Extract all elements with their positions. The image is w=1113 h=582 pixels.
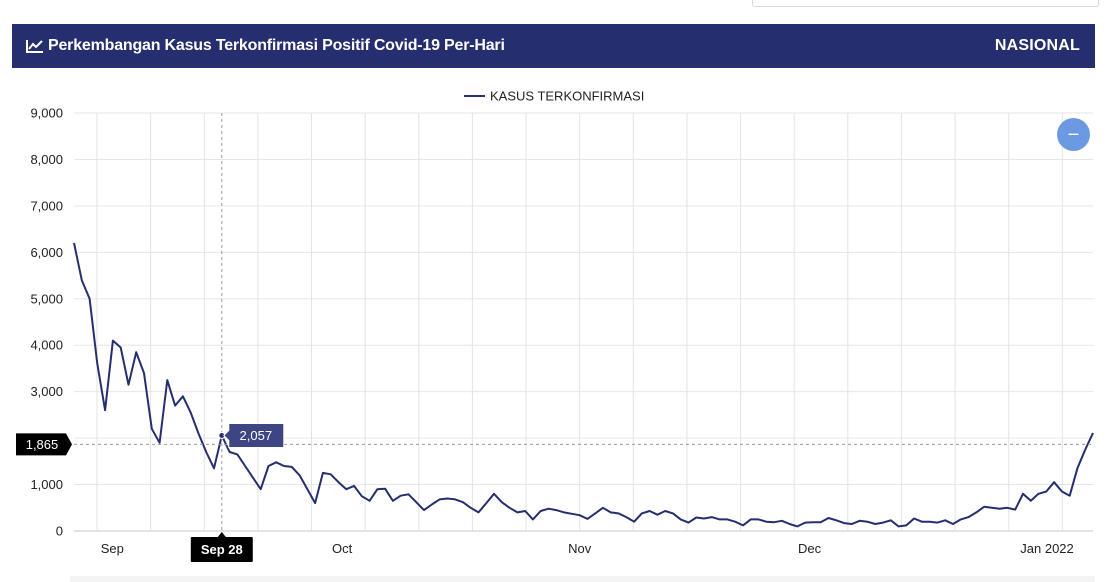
y-tick-label: 5,000 [30,291,63,306]
y-axis: 01,0002,0003,0004,0005,0006,0007,0008,00… [30,106,63,539]
x-tick-label: Oct [332,541,353,556]
x-tick-label: Sep [101,541,124,556]
y-tick-label: 7,000 [30,198,63,213]
crosshair-x-label-box [190,537,253,562]
chart-title-text: Perkembangan Kasus Terkonfirmasi Positif… [48,37,505,54]
legend[interactable]: KASUS TERKONFIRMASI [464,89,644,104]
zoom-out-button[interactable]: − [1057,118,1090,151]
y-tick-label: 3,000 [30,384,63,399]
x-tick-label: Dec [798,541,822,556]
chart-title: Perkembangan Kasus Terkonfirmasi Positif… [26,37,505,55]
search-input-stub[interactable] [752,0,1099,7]
tooltip-box [223,422,285,448]
tooltip-value: 2,057 [240,428,273,443]
x-axis: Sep Oct Nov Dec Jan 2022 [101,541,1074,556]
x-tick-label: Nov [568,541,592,556]
crosshair: 1,865 Sep 28 2,057 [16,113,1093,562]
series-line-kasus-terkonfirmasi[interactable] [73,242,1094,528]
y-tick-label: 6,000 [30,245,63,260]
x-tick-label: Jan 2022 [1020,541,1074,556]
crosshair-y-label: 1,865 [26,437,59,452]
y-tick-label: 4,000 [30,338,63,353]
chart-card-header: Perkembangan Kasus Terkonfirmasi Positif… [12,24,1095,68]
y-tick-label: 9,000 [30,106,63,121]
daily-cases-chart: 01,0002,0003,0004,0005,0006,0007,0008,00… [16,89,1094,562]
scrollbar-track[interactable] [70,576,1095,582]
y-tick-label: 8,000 [30,152,63,167]
y-tick-label: 1,000 [30,477,63,492]
legend-label: KASUS TERKONFIRMASI [490,89,644,104]
minus-icon: − [1067,123,1080,146]
y-tick-label: 0 [56,524,63,539]
line-chart-icon [26,40,43,53]
grid-layer [74,112,1093,532]
crosshair-y-label-box [16,433,72,456]
crosshair-x-label-arrow [217,532,226,537]
crosshair-x-label: Sep 28 [201,542,243,557]
scope-label[interactable]: NASIONAL [994,37,1080,54]
